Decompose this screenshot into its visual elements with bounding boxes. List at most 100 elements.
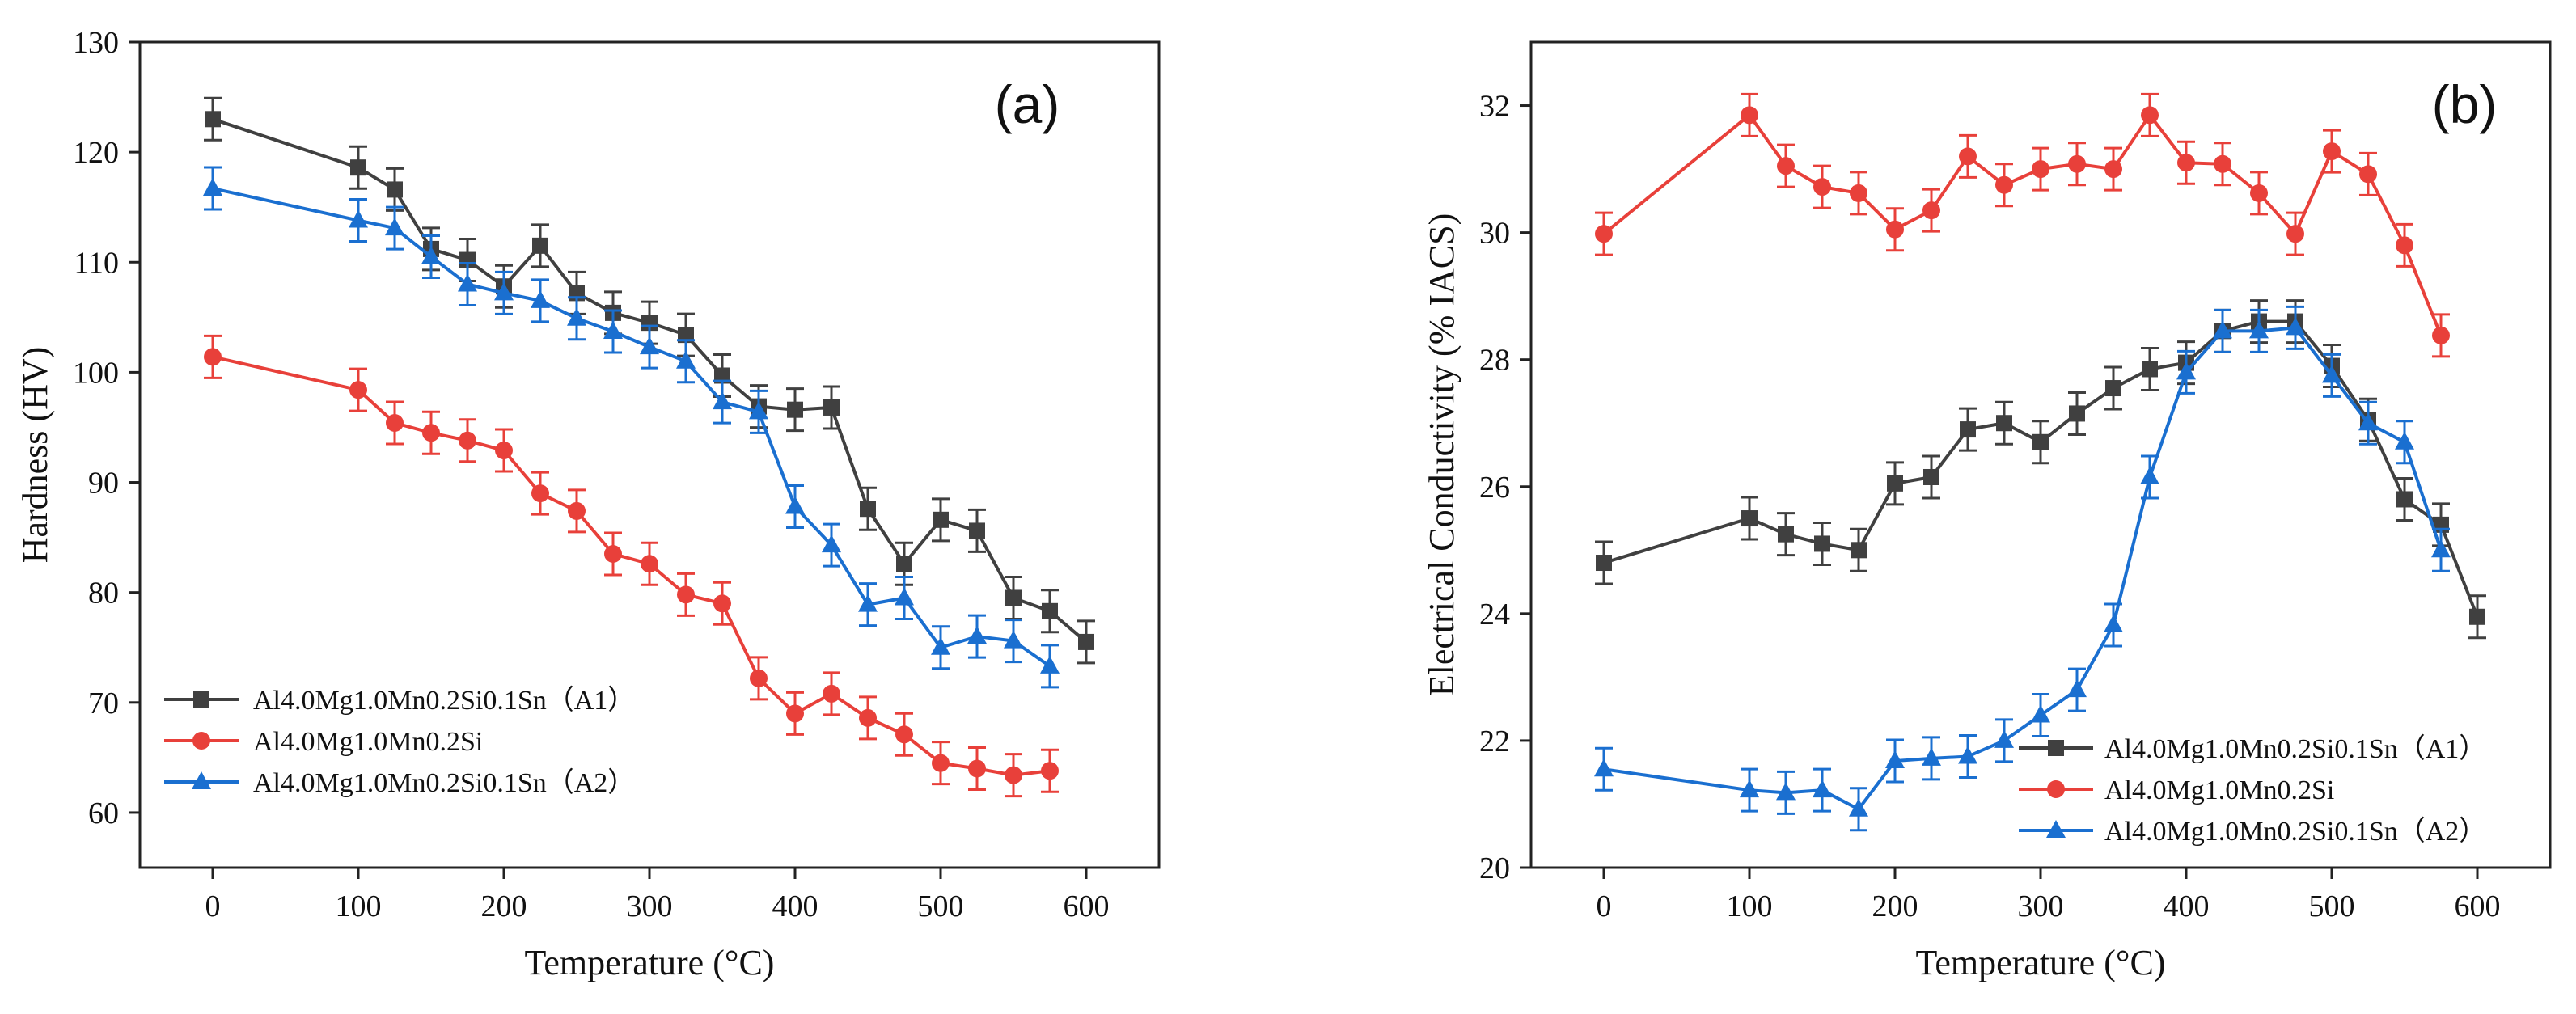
data-point: [860, 501, 876, 518]
data-point: [531, 289, 550, 308]
data-point: [349, 209, 368, 228]
data-point: [1776, 782, 1796, 801]
data-point: [932, 754, 950, 772]
data-point: [1040, 655, 1060, 674]
series-line: [212, 187, 1051, 668]
data-point: [421, 246, 441, 264]
series-3: [203, 166, 1060, 689]
series-3: [1594, 305, 2451, 832]
data-point: [205, 111, 221, 128]
data-point: [2395, 431, 2414, 450]
data-point: [1005, 766, 1022, 784]
data-point: [2105, 380, 2121, 397]
data-point: [387, 181, 403, 198]
data-point: [204, 348, 222, 366]
series-1: [1595, 299, 2486, 640]
data-point: [1813, 780, 1832, 798]
y-tick-label: 80: [88, 577, 119, 611]
y-tick-label: 60: [88, 796, 119, 830]
legend-marker: [193, 691, 209, 708]
data-point: [1994, 729, 2014, 748]
data-point: [2431, 539, 2451, 558]
data-point: [203, 178, 222, 196]
data-point: [1741, 106, 1758, 125]
data-point: [2142, 361, 2158, 378]
x-tick-label: 500: [2309, 889, 2355, 923]
data-point: [1005, 589, 1022, 606]
data-point: [1958, 746, 1977, 764]
data-point: [2359, 165, 2377, 184]
data-point: [350, 159, 366, 176]
y-tick-label: 26: [1479, 471, 1510, 505]
data-point: [1814, 535, 1830, 552]
x-tick-label: 400: [2164, 889, 2210, 923]
data-point: [750, 669, 768, 687]
data-point: [459, 431, 476, 450]
legend-label: Al4.0Mg1.0Mn0.2Si: [253, 727, 483, 757]
y-tick-label: 110: [74, 246, 119, 280]
data-point: [2214, 154, 2231, 173]
legend-label: Al4.0Mg1.0Mn0.2Si0.1Sn（A1）: [253, 685, 635, 716]
data-point: [2032, 160, 2049, 179]
data-point: [1042, 602, 1058, 619]
data-point: [386, 414, 404, 433]
data-point: [1594, 758, 1614, 777]
data-point: [494, 282, 514, 301]
data-point: [969, 522, 985, 539]
x-tick-label: 300: [2018, 889, 2064, 923]
data-point: [968, 759, 986, 778]
data-point: [385, 218, 404, 236]
data-point: [1995, 175, 2013, 194]
data-point: [2396, 491, 2413, 508]
x-tick-label: 600: [1064, 889, 1110, 923]
series-2: [204, 334, 1059, 798]
data-point: [604, 545, 622, 564]
data-point: [1922, 747, 1941, 766]
series-2: [1595, 92, 2450, 358]
y-tick-label: 100: [73, 356, 119, 390]
data-point: [2031, 704, 2050, 723]
legend-label: Al4.0Mg1.0Mn0.2Si0.1Sn（A2）: [253, 767, 635, 798]
data-point: [895, 725, 913, 744]
data-point: [2322, 365, 2341, 383]
data-point: [1959, 147, 1977, 166]
data-point: [2396, 236, 2413, 255]
legend-marker: [192, 732, 210, 750]
x-axis-label: Temperature (°C): [525, 943, 775, 982]
y-tick-label: 20: [1479, 851, 1510, 885]
data-point: [567, 307, 586, 326]
data-point: [458, 273, 477, 292]
data-point: [896, 556, 912, 572]
data-point: [495, 442, 513, 460]
data-point: [1041, 762, 1059, 780]
legend-marker: [2047, 780, 2065, 798]
data-point: [749, 401, 768, 420]
data-point: [2286, 317, 2305, 336]
x-tick-label: 100: [1727, 889, 1773, 923]
legend-label: Al4.0Mg1.0Mn0.2Si: [2104, 775, 2334, 805]
x-tick-label: 600: [2455, 889, 2501, 923]
data-point: [1813, 178, 1831, 196]
legend-marker: [2048, 740, 2064, 756]
data-point: [713, 594, 731, 613]
data-point: [2469, 608, 2485, 625]
data-point: [785, 496, 805, 514]
data-point: [1004, 630, 1023, 649]
data-point: [2067, 679, 2087, 698]
data-point: [2358, 412, 2378, 431]
data-point: [2177, 154, 2195, 172]
data-point: [2249, 320, 2269, 339]
data-point: [2104, 614, 2123, 632]
y-axis-label: Electrical Conductivity (% IACS): [1422, 213, 1461, 697]
data-point: [2250, 184, 2268, 202]
x-tick-label: 0: [205, 889, 221, 923]
legend-label: Al4.0Mg1.0Mn0.2Si0.1Sn（A2）: [2104, 816, 2486, 847]
y-tick-label: 30: [1479, 217, 1510, 251]
data-point: [1886, 220, 1904, 239]
data-point: [1596, 555, 1612, 572]
x-tick-label: 100: [336, 889, 382, 923]
data-point: [895, 587, 914, 606]
x-tick-label: 300: [627, 889, 673, 923]
data-point: [1960, 421, 1976, 438]
data-point: [1741, 510, 1758, 527]
